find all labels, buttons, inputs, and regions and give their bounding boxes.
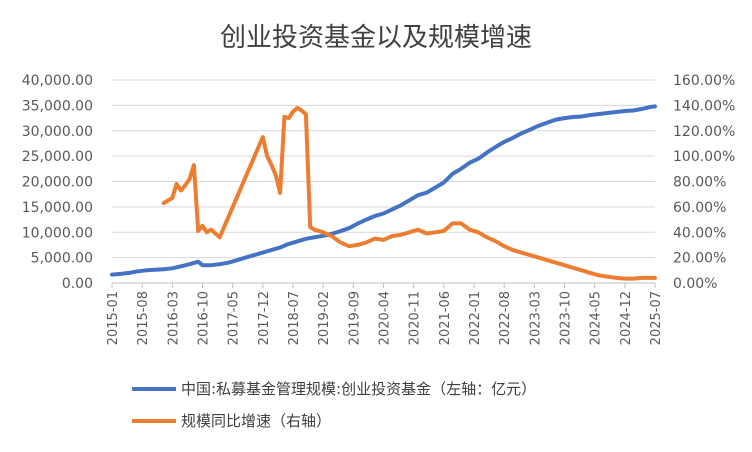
x-tick-label: 2017-12 bbox=[257, 291, 272, 345]
x-tick-label: 2018-07 bbox=[287, 291, 302, 345]
right-tick-label: 20.00% bbox=[673, 251, 726, 267]
left-axis-ticks: 0.00 5,000.00 10,000.00 15,000.00 20,000.00 2… bbox=[22, 73, 93, 292]
chart-title: 创业投资基金以及规模增速 bbox=[220, 23, 532, 53]
x-tick-label: 2019-02 bbox=[317, 291, 332, 345]
x-tick-label: 2022-08 bbox=[498, 291, 513, 345]
legend-label-growth: 规模同比增速（右轴） bbox=[181, 412, 331, 430]
x-axis: 2015-01 2015-08 2016-03 2016-10 2017-05 2017-… bbox=[106, 282, 664, 345]
left-tick-label: 35,000.00 bbox=[22, 98, 93, 114]
x-tick-label: 2022-01 bbox=[468, 291, 483, 345]
left-tick-label: 20,000.00 bbox=[22, 175, 93, 191]
x-tick-label: 2016-03 bbox=[166, 291, 181, 345]
right-tick-label: 0.00% bbox=[673, 276, 717, 292]
legend: 中国:私募基金管理规模:创业投资基金（左轴：亿元） 规模同比增速（右轴） bbox=[132, 380, 536, 430]
series-line-yoy-growth bbox=[161, 105, 657, 281]
left-tick-label: 5,000.00 bbox=[31, 251, 93, 267]
series-layer bbox=[110, 104, 657, 281]
left-tick-label: 30,000.00 bbox=[22, 124, 93, 140]
x-tick-label: 2024-12 bbox=[619, 291, 634, 345]
x-tick-label: 2015-01 bbox=[106, 291, 121, 345]
left-tick-label: 0.00 bbox=[62, 276, 93, 292]
left-tick-label: 40,000.00 bbox=[22, 73, 93, 89]
right-tick-label: 100.00% bbox=[673, 149, 735, 165]
x-tick-label: 2015-08 bbox=[136, 291, 151, 345]
left-tick-label: 10,000.00 bbox=[22, 225, 93, 241]
x-tick-label: 2025-07 bbox=[649, 291, 664, 345]
x-tick-label: 2017-05 bbox=[227, 291, 242, 345]
x-tick-label: 2016-10 bbox=[197, 291, 212, 345]
series-line-fund-scale bbox=[110, 104, 657, 277]
gridlines bbox=[112, 79, 655, 259]
right-tick-label: 120.00% bbox=[673, 124, 735, 140]
right-tick-label: 40.00% bbox=[673, 225, 726, 241]
x-tick-label: 2019-09 bbox=[347, 291, 362, 345]
right-axis-ticks: 0.00% 20.00% 40.00% 60.00% 80.00% 100.00% 120.… bbox=[673, 73, 735, 292]
left-tick-label: 15,000.00 bbox=[22, 200, 93, 216]
x-tick-label: 2021-06 bbox=[438, 291, 453, 345]
x-tick-label: 2023-03 bbox=[528, 291, 543, 345]
left-tick-label: 25,000.00 bbox=[22, 149, 93, 165]
x-tick-label: 2023-10 bbox=[559, 291, 574, 345]
right-tick-label: 60.00% bbox=[673, 200, 726, 216]
legend-label-scale: 中国:私募基金管理规模:创业投资基金（左轴：亿元） bbox=[181, 380, 536, 398]
x-tick-label: 2024-05 bbox=[589, 291, 604, 345]
x-tick-label: 2020-04 bbox=[378, 291, 393, 345]
right-tick-label: 80.00% bbox=[673, 175, 726, 191]
right-tick-label: 140.00% bbox=[673, 98, 735, 114]
right-tick-label: 160.00% bbox=[673, 73, 735, 89]
x-tick-label: 2020-11 bbox=[408, 291, 423, 345]
